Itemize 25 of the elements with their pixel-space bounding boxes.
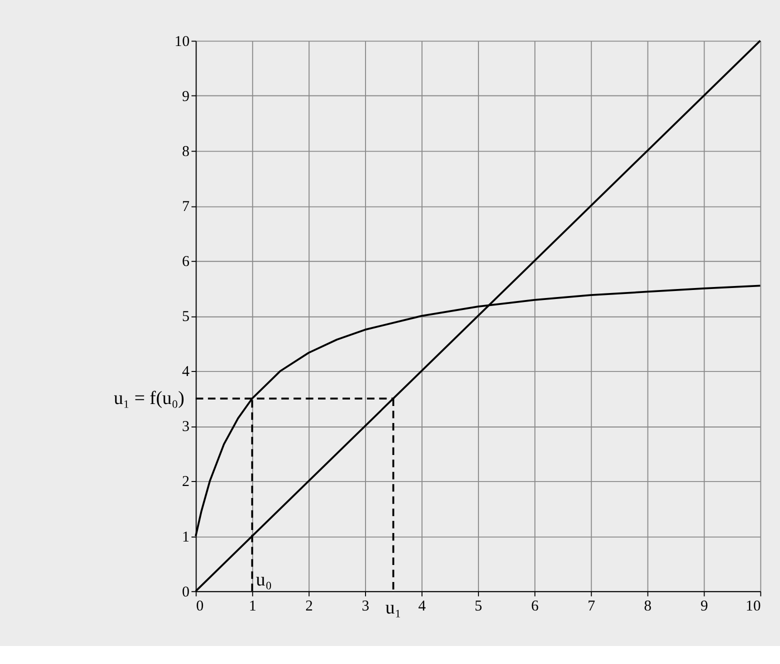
x-tick-label: 10 — [746, 598, 761, 614]
x-tick-label: 8 — [644, 598, 652, 614]
y-tick-label: 9 — [182, 88, 190, 105]
x-tick-label: 4 — [418, 598, 426, 614]
annotation: u₁ — [385, 598, 402, 619]
x-tick-label: 3 — [362, 598, 370, 614]
x-tick-label: 7 — [588, 598, 596, 614]
x-tick-label: 6 — [531, 598, 540, 614]
x-tick-label: 9 — [700, 598, 708, 614]
annotation: u₀ — [256, 570, 272, 591]
annotation: u₁ = f(u₀) — [114, 388, 184, 410]
y-tick-label: 4 — [182, 364, 190, 380]
y-tick-label: 0 — [182, 584, 190, 600]
y-tick-label: 7 — [182, 199, 190, 216]
y-tick-label: 1 — [182, 529, 190, 546]
y-tick-label: 3 — [182, 419, 190, 436]
y-tick-label: 5 — [182, 309, 190, 326]
x-tick-label: 0 — [196, 598, 204, 614]
y-tick-label: 8 — [182, 144, 190, 160]
y-tick-label: 2 — [182, 474, 190, 490]
x-tick-label: 5 — [474, 598, 482, 614]
x-tick-label: 1 — [248, 598, 256, 614]
x-tick-label: 2 — [305, 598, 313, 614]
y-tick-label: 6 — [182, 254, 190, 270]
y-tick-label: 10 — [174, 34, 190, 50]
